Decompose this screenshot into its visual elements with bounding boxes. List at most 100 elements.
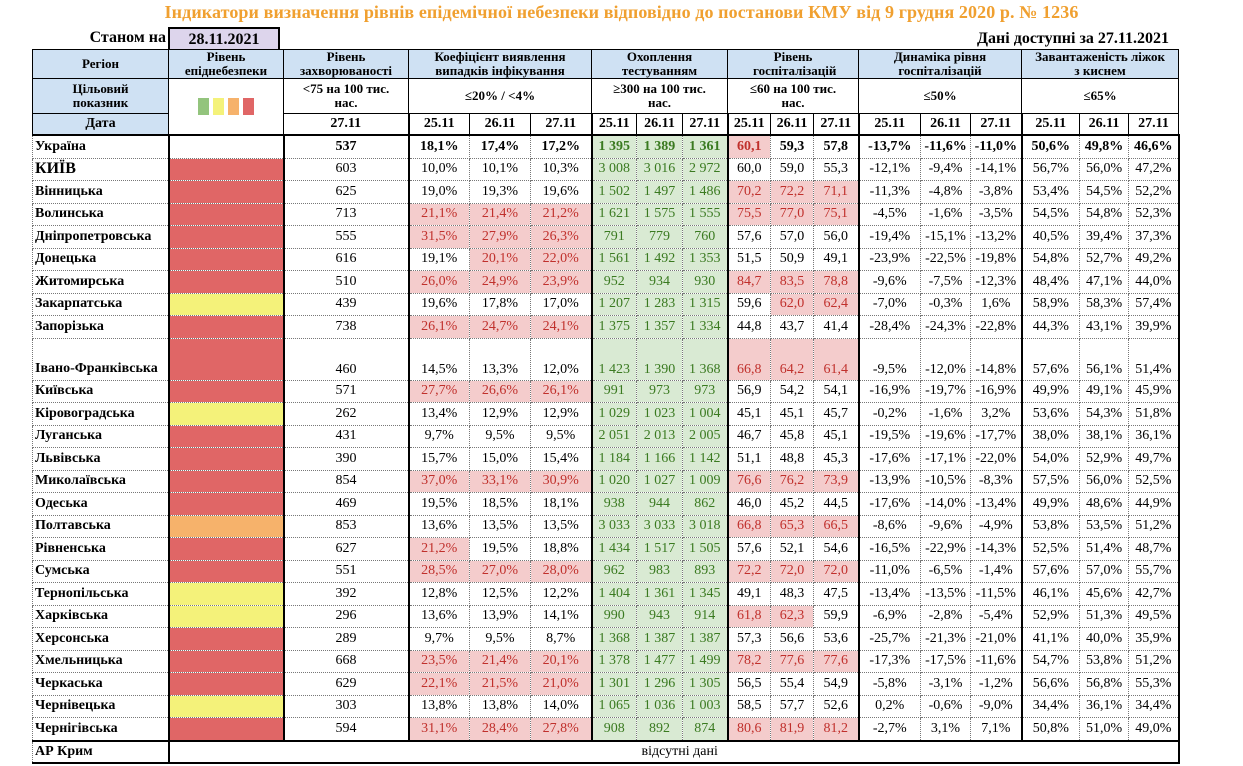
dyn-value: -16,5%	[857, 537, 922, 561]
level-indicator	[167, 447, 285, 471]
beds-value: 51,0%	[1079, 717, 1130, 741]
beds-value: 39,4%	[1079, 225, 1130, 249]
test-value: 1 368	[590, 627, 638, 651]
hosp-value: 83,5	[770, 270, 815, 294]
table-row: Хмельницька 668 23,5% 21,4% 20,1% 1 378 1 477 1…	[32, 649, 1180, 673]
hosp-value: 49,1	[726, 582, 772, 606]
header-row: Регіон Рівень епіднебезпеки Рівень захво…	[32, 49, 1180, 79]
beds-value: 51,2%	[1128, 514, 1180, 538]
dyn-value: -12,1%	[857, 157, 922, 181]
test-value: 1 207	[590, 292, 638, 316]
region-name: Сумська	[32, 559, 169, 583]
test-value: 1 353	[682, 247, 729, 271]
hosp-value: 55,3	[813, 157, 860, 181]
test-value: 791	[590, 225, 638, 249]
test-value: 1 378	[590, 649, 638, 673]
level-indicator	[167, 202, 285, 226]
hosp-value: 46,7	[726, 424, 772, 448]
hosp-value: 44,5	[813, 492, 860, 516]
incidence-value: 555	[283, 225, 409, 249]
date-dyn-1: 26.11	[920, 113, 972, 136]
det-value: 13,3%	[469, 337, 531, 381]
region-name: Волинська	[32, 202, 169, 226]
table-row: Донецька 616 19,1% 20,1% 22,0% 1 561 1 492 1 35…	[32, 247, 1180, 271]
test-value: 1 065	[590, 694, 638, 718]
incidence-value: 431	[283, 424, 409, 448]
hosp-value: 62,0	[770, 292, 815, 316]
det-value: 17,8%	[469, 292, 531, 316]
incidence-value: 510	[283, 270, 409, 294]
table-row: Житомирська 510 26,0% 24,9% 23,9% 952 934 930 84…	[32, 270, 1180, 294]
test-value: 1 486	[682, 180, 729, 204]
dyn-value: -13,4%	[857, 582, 922, 606]
incidence-value: 392	[283, 582, 409, 606]
table-row: Кіровоградська 262 13,4% 12,9% 12,9% 1 029 1 0…	[32, 402, 1180, 426]
beds-value: 56,0%	[1079, 469, 1130, 493]
hosp-value: 56,5	[726, 672, 772, 696]
level-indicator	[167, 604, 285, 628]
dyn-value: -21,3%	[920, 627, 972, 651]
incidence-value: 668	[283, 649, 409, 673]
test-value: 1 283	[636, 292, 684, 316]
det-value: 20,1%	[469, 247, 531, 271]
incidence-value: 713	[283, 202, 409, 226]
dyn-value: -22,0%	[970, 447, 1023, 471]
hosp-value: 41,4	[813, 315, 860, 339]
det-value: 18,1%	[407, 134, 470, 159]
hosp-value: 72,2	[726, 559, 772, 583]
hosp-value: 45,1	[770, 402, 815, 426]
det-value: 33,1%	[469, 469, 531, 493]
beds-value: 49,8%	[1079, 134, 1130, 159]
hosp-value: 56,0	[813, 225, 860, 249]
det-value: 19,6%	[529, 180, 593, 204]
hosp-value: 57,0	[770, 225, 815, 249]
hosp-value: 72,2	[770, 180, 815, 204]
det-value: 9,5%	[469, 627, 531, 651]
det-value: 19,5%	[469, 537, 531, 561]
dyn-value: -28,4%	[857, 315, 922, 339]
det-value: 12,2%	[529, 582, 593, 606]
header-region: Регіон	[32, 49, 169, 79]
hosp-value: 47,5	[813, 582, 860, 606]
dyn-value: -5,8%	[857, 672, 922, 696]
det-value: 15,0%	[469, 447, 531, 471]
test-value: 1 575	[636, 202, 684, 226]
beds-value: 49,9%	[1020, 492, 1081, 516]
test-value: 1 184	[590, 447, 638, 471]
hosp-value: 59,3	[770, 134, 815, 159]
hosp-value: 51,5	[726, 247, 772, 271]
det-value: 22,0%	[529, 247, 593, 271]
region-name: Вінницька	[32, 180, 169, 204]
det-value: 21,4%	[469, 202, 531, 226]
region-name: Рівненська	[32, 537, 169, 561]
beds-value: 46,1%	[1020, 582, 1081, 606]
test-value: 3 016	[636, 157, 684, 181]
hosp-value: 65,3	[770, 514, 815, 538]
as-of-label: Станом на	[89, 29, 166, 46]
test-value: 1 517	[636, 537, 684, 561]
level-indicator	[167, 627, 285, 651]
level-indicator	[167, 315, 285, 339]
beds-value: 53,8%	[1020, 514, 1081, 538]
date-test-2: 27.11	[682, 113, 729, 136]
hosp-value: 76,2	[770, 469, 815, 493]
det-value: 10,0%	[407, 157, 470, 181]
beds-value: 52,7%	[1079, 247, 1130, 271]
test-value: 874	[682, 717, 729, 741]
table-row: Івано-Франківська 460 14,5% 13,3% 12,0% 1 423…	[32, 337, 1180, 381]
target-oxygen-beds: ≤65%	[1021, 78, 1180, 114]
table-row: Запорізька 738 26,1% 24,7% 24,1% 1 375 1 357 1 …	[32, 315, 1180, 339]
hosp-value: 52,1	[770, 537, 815, 561]
dyn-value: -19,8%	[970, 247, 1023, 271]
table-row: Херсонська 289 9,7% 9,5% 8,7% 1 368 1 387 1 387…	[32, 627, 1180, 651]
hosp-value: 53,6	[813, 627, 860, 651]
det-value: 28,5%	[407, 559, 470, 583]
incidence-value: 571	[283, 379, 409, 403]
det-value: 8,7%	[529, 627, 593, 651]
region-name: Миколаївська	[32, 469, 169, 493]
dyn-value: -3,1%	[920, 672, 972, 696]
hosp-value: 66,8	[726, 514, 772, 538]
date-beds-0: 25.11	[1020, 113, 1081, 136]
test-value: 1 029	[590, 402, 638, 426]
det-value: 18,1%	[529, 492, 593, 516]
